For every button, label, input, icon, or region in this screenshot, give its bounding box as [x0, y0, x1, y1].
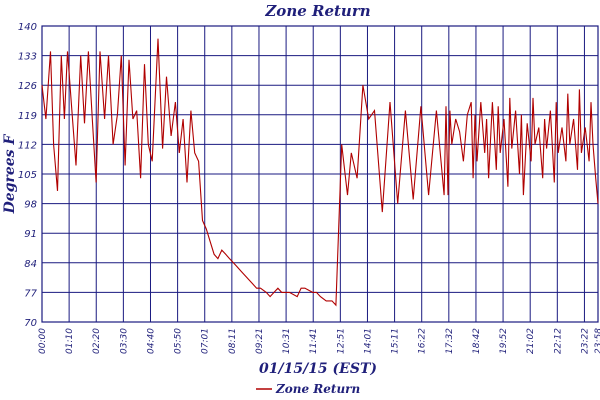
- y-tick-label: 140: [18, 22, 37, 33]
- x-tick-label: 00:00: [38, 328, 48, 354]
- x-tick-label: 10:31: [282, 328, 292, 354]
- y-tick-label: 112: [18, 140, 37, 151]
- gridlines: [42, 25, 598, 323]
- y-axis-label: Degrees F: [2, 134, 18, 215]
- x-tick-label: 18:42: [472, 328, 482, 354]
- y-tick-label: 105: [18, 170, 37, 181]
- x-tick-label: 11:41: [309, 328, 319, 354]
- x-tick-label: 04:40: [146, 328, 156, 354]
- legend-label: Zone Return: [275, 382, 360, 396]
- x-tick-label: 02:20: [92, 328, 102, 354]
- y-tick-label: 133: [18, 52, 37, 63]
- y-tick-label: 70: [24, 318, 37, 329]
- x-tick-label: 21:02: [526, 328, 536, 354]
- x-tick-label: 19:52: [499, 328, 509, 354]
- chart-title: Zone Return: [264, 2, 370, 20]
- plot-area: [41, 25, 599, 323]
- y-tick-label: 77: [24, 288, 37, 299]
- x-tick-label: 01:10: [65, 328, 75, 354]
- x-tick-label: 09:21: [255, 328, 265, 354]
- x-tick-label: 17:32: [445, 328, 455, 354]
- x-tick-label: 16:22: [418, 328, 428, 354]
- y-tick-label: 119: [18, 111, 37, 122]
- x-tick-label: 22:12: [553, 328, 563, 354]
- legend: Zone Return: [256, 382, 360, 396]
- x-tick-label: 23:22: [580, 328, 590, 354]
- x-tick-label: 05:50: [174, 328, 184, 354]
- x-tick-label: 07:01: [201, 328, 211, 354]
- x-tick-label: 15:11: [391, 328, 401, 354]
- x-tick-label: 23:58: [594, 328, 600, 354]
- x-tick-label: 08:11: [228, 328, 238, 354]
- x-tick-label: 14:01: [363, 328, 373, 354]
- x-axis-ticks: 00:00 01:10 02:20 03:30 04:40 05:50 07:01 08:11…: [38, 328, 600, 354]
- y-axis-ticks: 70 77 84 91 98 105 112 119 126 133 140: [18, 22, 38, 329]
- y-tick-label: 91: [24, 229, 37, 240]
- series-line-zone-return: [41, 38, 599, 307]
- x-tick-label: 03:30: [119, 328, 129, 354]
- y-tick-label: 98: [24, 200, 37, 211]
- y-tick-label: 126: [18, 81, 37, 92]
- y-tick-label: 84: [24, 259, 37, 270]
- x-axis-label: 01/15/15 (EST): [259, 361, 377, 377]
- x-tick-label: 12:51: [336, 328, 346, 354]
